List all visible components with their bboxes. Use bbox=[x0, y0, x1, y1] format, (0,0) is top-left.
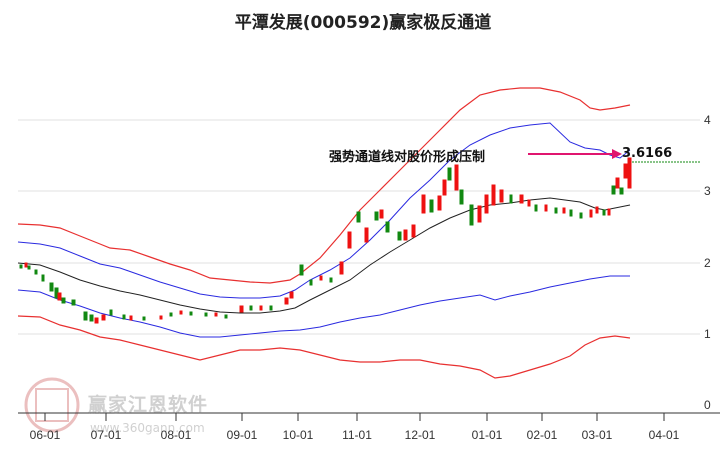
y-tick-4: 4 bbox=[704, 113, 711, 127]
y-tick-3: 3 bbox=[704, 184, 711, 198]
watermark-seal bbox=[24, 377, 80, 433]
x-tick-09-01: 09-01 bbox=[226, 428, 258, 442]
y-tick-0: 0 bbox=[704, 398, 711, 412]
middle-line bbox=[17, 197, 631, 314]
outer-upper-band bbox=[17, 87, 631, 284]
x-tick-12-01: 12-01 bbox=[404, 428, 436, 442]
inner-upper-band bbox=[17, 122, 631, 299]
gridlines bbox=[18, 119, 700, 335]
outer-lower-band bbox=[17, 315, 631, 379]
x-tick-01-01: 01-01 bbox=[471, 428, 503, 442]
annotation-text: 强势通道线对股价形成压制 bbox=[329, 150, 486, 165]
x-tick-02-01: 02-01 bbox=[526, 428, 558, 442]
x-tick-07-01: 07-01 bbox=[90, 428, 122, 442]
x-tick-11-01: 11-01 bbox=[342, 428, 372, 442]
y-tick-2: 2 bbox=[704, 256, 711, 270]
x-tick-08-01: 08-01 bbox=[160, 428, 192, 442]
x-tick-10-01: 10-01 bbox=[282, 428, 314, 442]
candles bbox=[19, 157, 632, 324]
x-axis-ticks bbox=[44, 413, 665, 421]
watermark-url: www.360gann.com bbox=[90, 421, 205, 435]
x-tick-03-01: 03-01 bbox=[581, 428, 613, 442]
watermark-name: 赢家江恩软件 bbox=[88, 394, 209, 416]
annotation-arrow bbox=[528, 149, 622, 159]
chart-title: 平潭发展(000592)赢家极反通道 bbox=[234, 13, 492, 33]
y-tick-1: 1 bbox=[704, 327, 711, 341]
price-label: 3.6166 bbox=[622, 146, 673, 161]
x-tick-04-01: 04-01 bbox=[648, 428, 680, 442]
inner-lower-band bbox=[17, 275, 630, 338]
x-tick-06-01: 06-01 bbox=[29, 428, 61, 442]
